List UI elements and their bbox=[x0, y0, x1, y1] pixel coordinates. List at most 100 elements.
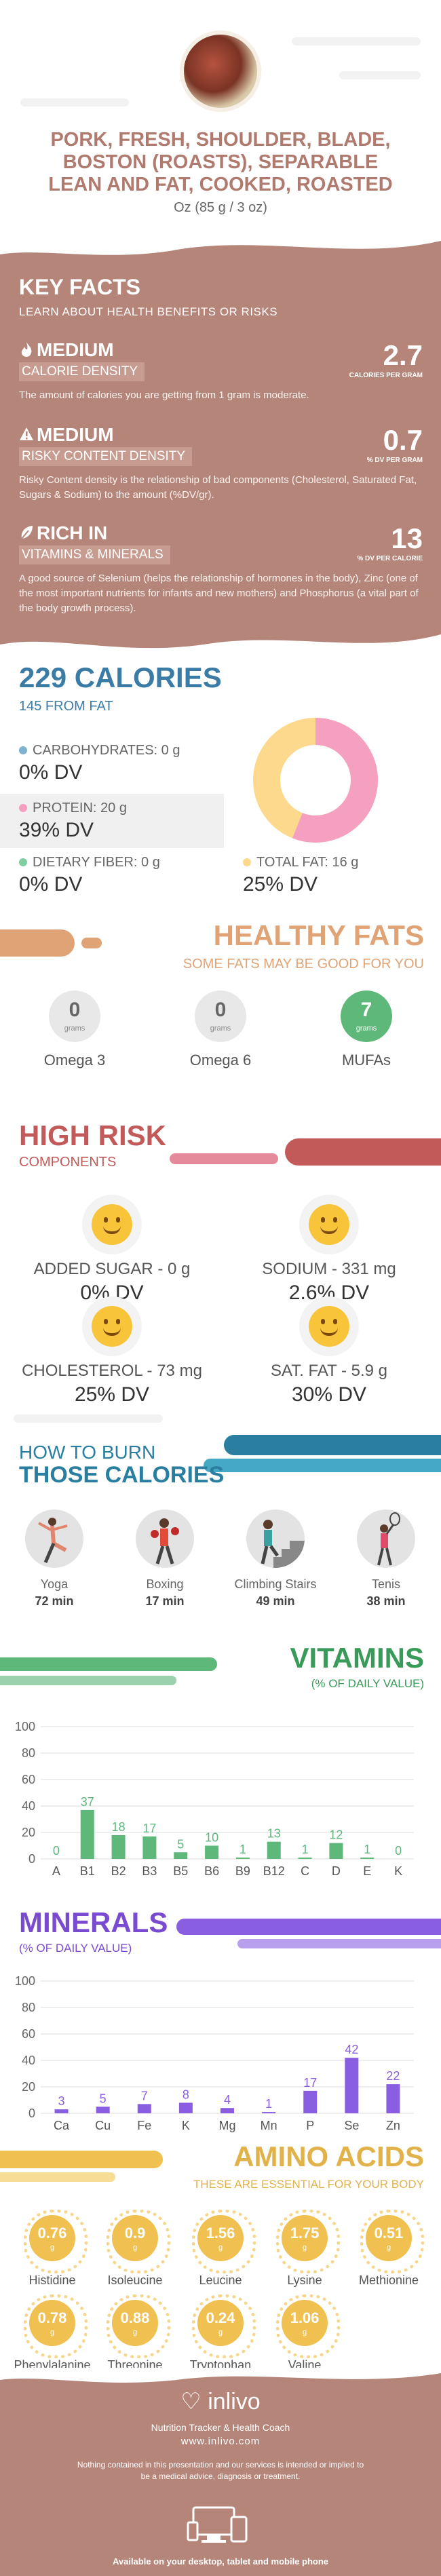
amino-value: 1.75 bbox=[290, 2225, 320, 2242]
amino-unit: g bbox=[50, 2244, 55, 2252]
protein-dv: 39% DV bbox=[19, 819, 94, 841]
fat-circle: 7 grams bbox=[341, 991, 392, 1042]
mineral-value-label: 5 bbox=[100, 2092, 107, 2105]
fat-dot-icon bbox=[243, 858, 251, 866]
amino-item: 0.76 g Histidine bbox=[12, 2210, 93, 2288]
vitamin-bar bbox=[205, 1845, 219, 1859]
decor-bar bbox=[0, 1676, 176, 1685]
decor-bar bbox=[170, 1153, 278, 1164]
amino-item: 1.75 g Lysine bbox=[264, 2210, 345, 2288]
vitamin-x-tick-label: B2 bbox=[111, 1864, 126, 1878]
minerals-title: MINERALS bbox=[19, 1906, 168, 1938]
vitamin-value-label: 0 bbox=[53, 1844, 60, 1858]
vitamin-value-label: 10 bbox=[205, 1831, 218, 1845]
mineral-y-tick-label: 40 bbox=[22, 2054, 35, 2067]
protein-label: PROTEIN: 20 g bbox=[33, 801, 127, 815]
vitamin-y-tick-label: 60 bbox=[22, 1773, 35, 1786]
mineral-x-tick-label: Se bbox=[344, 2119, 359, 2132]
burn-title-line1: HOW TO BURN bbox=[19, 1442, 156, 1463]
vitamin-y-tick-label: 80 bbox=[22, 1746, 35, 1760]
amino-name: Methionine bbox=[358, 2273, 419, 2287]
decor-bar bbox=[0, 1657, 217, 1671]
mineral-x-tick-label: Fe bbox=[137, 2119, 151, 2132]
amino-value: 0.24 bbox=[206, 2309, 235, 2326]
wave-bottom bbox=[0, 634, 441, 655]
decor-bar bbox=[0, 2172, 115, 2182]
mineral-bar bbox=[386, 2084, 400, 2113]
key-facts-section: KEY FACTS LEARN ABOUT HEALTH BENEFITS OR… bbox=[0, 234, 441, 655]
amino-acids-title: AMINO ACIDS bbox=[233, 2140, 424, 2172]
calorie-density-fact: MEDIUM CALORIE DENSITY 2.7 CALORIES PER … bbox=[19, 339, 423, 403]
mineral-value-label: 7 bbox=[141, 2089, 148, 2102]
warning-icon bbox=[19, 425, 34, 442]
decor-bar bbox=[14, 1415, 163, 1423]
vitamins-chart: 0204060801000A37B118B217B35B510B61B913B1… bbox=[15, 1720, 414, 1878]
decor-bar bbox=[0, 929, 75, 957]
availability-note: Available on your desktop, tablet and mo… bbox=[112, 2556, 329, 2567]
amino-item: 0.9 g Isoleucine bbox=[94, 2210, 176, 2288]
vitamin-x-tick-label: B1 bbox=[80, 1864, 95, 1878]
activity-minutes: 49 min bbox=[256, 1594, 295, 1608]
decor-bar bbox=[285, 1138, 441, 1166]
vitamin-value-label: 13 bbox=[267, 1827, 281, 1841]
serving-size: Oz (85 g / 3 oz) bbox=[174, 200, 267, 215]
amino-item: 0.51 g Methionine bbox=[348, 2210, 429, 2288]
flame-icon bbox=[19, 341, 34, 357]
fat-value: 0 bbox=[214, 999, 227, 1021]
decor-bar bbox=[204, 1459, 441, 1472]
activity-boxing: Boxing 17 min bbox=[111, 1510, 219, 1609]
vitamin-bar bbox=[142, 1836, 157, 1859]
smile-face-icon bbox=[309, 1204, 349, 1245]
activity-minutes: 38 min bbox=[366, 1594, 406, 1608]
risky-density-fact: MEDIUM RISKY CONTENT DENSITY 0.7 % DV PE… bbox=[19, 424, 423, 503]
vitamin-x-tick-label: D bbox=[332, 1864, 341, 1878]
brand-name: inlivo bbox=[208, 2389, 261, 2415]
vitamin-x-tick-label: B5 bbox=[173, 1864, 188, 1878]
amino-circle: 0.88 g bbox=[107, 2294, 170, 2358]
macro-carbs: CARBOHYDRATES: 0 g 0% DV bbox=[0, 736, 224, 790]
grin-face-icon bbox=[92, 1204, 132, 1245]
mineral-bar bbox=[262, 2112, 276, 2113]
smile-face-icon bbox=[92, 1306, 132, 1347]
fat-name: Omega 6 bbox=[189, 1052, 252, 1069]
header: PORK, FRESH, SHOULDER, BLADE, BOSTON (RO… bbox=[0, 0, 441, 224]
vitamin-x-tick-label: K bbox=[394, 1864, 402, 1878]
calorie-density-unit: CALORIES PER GRAM bbox=[349, 372, 423, 379]
food-photo bbox=[180, 31, 261, 112]
calories-from-fat: 145 FROM FAT bbox=[19, 699, 113, 714]
mineral-value-label: 42 bbox=[345, 2043, 358, 2056]
key-facts-subtitle: LEARN ABOUT HEALTH BENEFITS OR RISKS bbox=[19, 305, 278, 318]
risky-density-unit: % DV PER GRAM bbox=[366, 457, 423, 464]
wave-footer bbox=[0, 2368, 441, 2383]
rich-in-unit: % DV PER CALORIE bbox=[357, 555, 423, 562]
fat-circle: 0 grams bbox=[49, 991, 100, 1042]
vitamin-value-label: 1 bbox=[302, 1843, 309, 1856]
vitamin-x-tick-label: E bbox=[363, 1864, 371, 1878]
brand-logo[interactable]: ♡ inlivo bbox=[0, 2388, 441, 2415]
amino-unit: g bbox=[132, 2244, 138, 2252]
risk-dv: 30% DV bbox=[291, 1383, 367, 1406]
amino-name: Histidine bbox=[28, 2273, 76, 2287]
mineral-value-label: 17 bbox=[303, 2076, 317, 2090]
amino-item: 1.06 g Valine bbox=[264, 2294, 345, 2372]
high-risk-subtitle: COMPONENTS bbox=[19, 1155, 117, 1170]
yoga-icon bbox=[25, 1510, 83, 1568]
high-risk-title: HIGH RISK bbox=[19, 1119, 167, 1151]
vitamin-x-tick-label: B6 bbox=[204, 1864, 219, 1878]
stairs-icon bbox=[246, 1510, 305, 1568]
risky-density-level: MEDIUM bbox=[37, 424, 114, 445]
mineral-y-tick-label: 20 bbox=[22, 2080, 35, 2094]
mineral-bar bbox=[220, 2108, 234, 2113]
amino-circle: 0.51 g bbox=[360, 2210, 424, 2273]
vitamin-value-label: 37 bbox=[81, 1795, 94, 1809]
mineral-y-tick-label: 0 bbox=[28, 2107, 35, 2120]
rich-in-level: RICH IN bbox=[37, 522, 108, 543]
brand-tagline: Nutrition Tracker & Health Coach bbox=[151, 2422, 290, 2433]
site-link[interactable]: www.inlivo.com bbox=[180, 2436, 261, 2447]
key-facts-title: KEY FACTS bbox=[19, 275, 140, 299]
amino-circle: 1.56 g bbox=[192, 2210, 256, 2273]
activity-minutes: 72 min bbox=[35, 1594, 74, 1608]
macro-donut-chart bbox=[253, 718, 378, 843]
vitamin-x-tick-label: B12 bbox=[263, 1864, 285, 1878]
donut-protein-slice bbox=[253, 718, 378, 843]
